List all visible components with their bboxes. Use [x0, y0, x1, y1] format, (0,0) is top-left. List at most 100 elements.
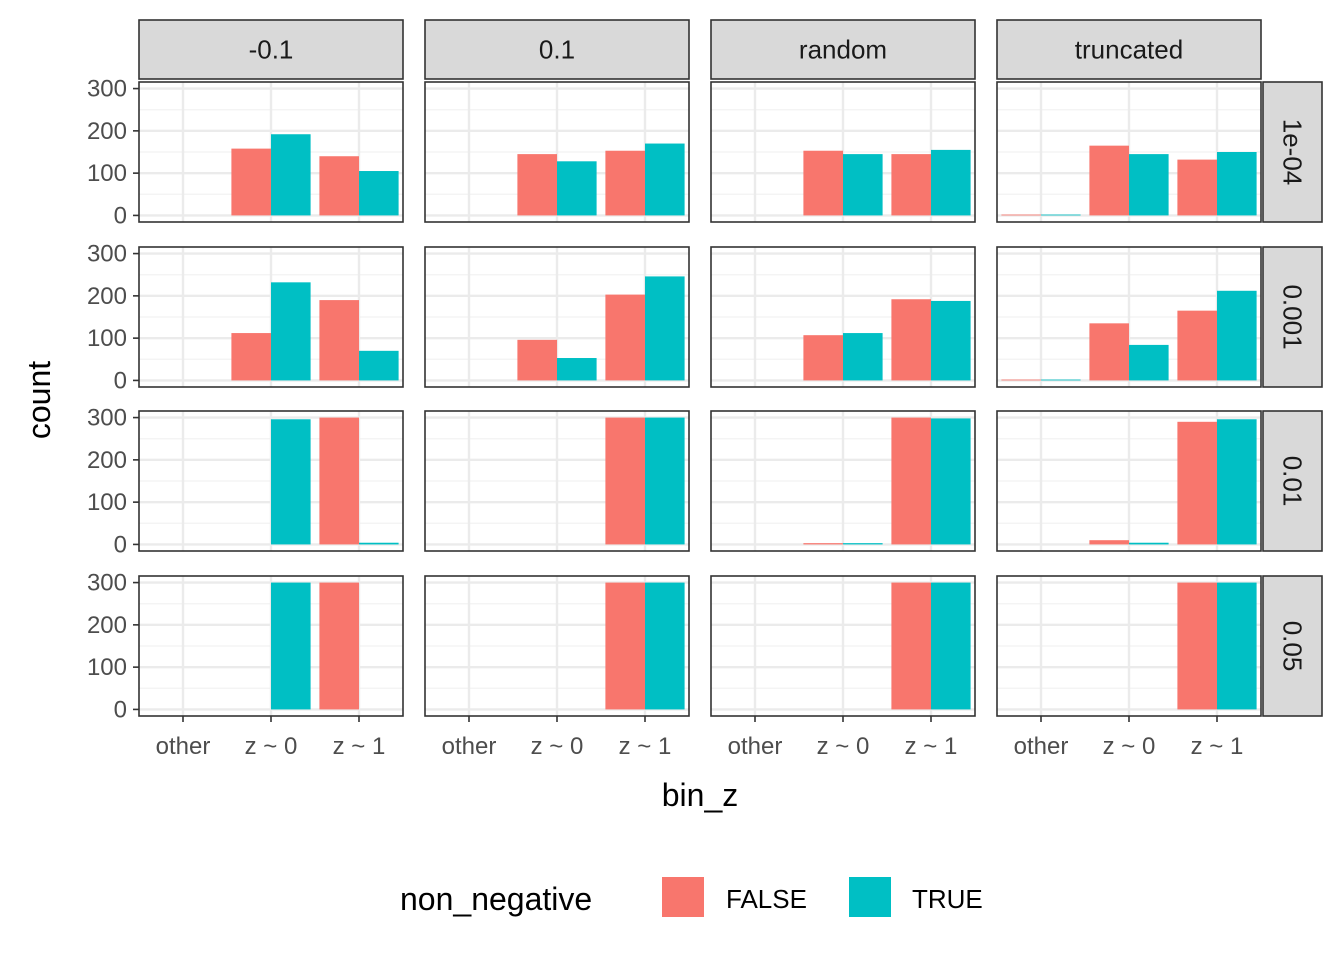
panel-0-2: [710, 81, 976, 223]
column-strips: -0.1 0.1 random truncated: [138, 19, 1262, 80]
y-tick-label: 300: [87, 76, 127, 103]
bar-true: [359, 171, 399, 216]
bar-false: [1001, 214, 1041, 216]
panel-1-2: [710, 246, 976, 388]
column-strip-1: [424, 19, 690, 80]
y-tick-label: 0: [114, 202, 127, 229]
bar-false: [517, 339, 557, 381]
y-tick-label: 100: [87, 654, 127, 681]
bar-false: [803, 150, 843, 216]
bar-true: [645, 276, 685, 381]
panel-2-2: [710, 410, 976, 552]
legend-label-true: TRUE: [912, 884, 983, 914]
x-tick-label: z ~ 0: [531, 733, 584, 760]
row-strip-3: [1262, 575, 1323, 717]
panel-border: [138, 246, 404, 388]
x-axes: other z ~ 0 z ~ 1 other z ~ 0 z ~ 1 other z ~ 0…: [156, 716, 1243, 760]
x-tick-label: other: [442, 733, 497, 760]
bar-false: [891, 417, 931, 545]
panel-border: [424, 246, 690, 388]
legend: non_negative FALSE TRUE: [400, 877, 983, 917]
bar-false: [1089, 540, 1129, 545]
y-tick-label: 0: [114, 531, 127, 558]
bar-true: [1041, 379, 1081, 381]
bar-true: [359, 542, 399, 545]
bar-false: [1089, 145, 1129, 216]
panel-3-1: [424, 575, 690, 717]
bar-true: [557, 161, 597, 216]
legend-title: non_negative: [400, 881, 592, 917]
y-tick-label: 100: [87, 489, 127, 516]
bar-false: [319, 582, 359, 710]
bar-true: [1217, 290, 1257, 381]
panel-1-3: [996, 246, 1262, 388]
panel-2-3: [996, 410, 1262, 552]
x-axis-title: bin_z: [662, 777, 739, 813]
bar-true: [843, 543, 883, 545]
bar-false: [1089, 323, 1129, 381]
panel-0-3: [996, 81, 1262, 223]
panel-border: [996, 410, 1262, 552]
row-strip-label-1: 0.001: [1278, 284, 1308, 349]
column-strip-label-3: truncated: [1075, 35, 1183, 65]
bar-false: [605, 150, 645, 216]
y-tick-label: 0: [114, 696, 127, 723]
bar-true: [557, 358, 597, 381]
panel-border: [138, 81, 404, 223]
legend-key-false: [662, 877, 704, 917]
bar-false: [1177, 310, 1217, 381]
bar-false: [1177, 159, 1217, 216]
bar-false: [605, 294, 645, 381]
panel-border: [710, 410, 976, 552]
bar-false: [891, 582, 931, 710]
panel-border: [996, 246, 1262, 388]
bar-true: [843, 154, 883, 216]
bar-true: [1217, 582, 1257, 710]
panel-border: [710, 81, 976, 223]
column-strip-label-2: random: [799, 35, 887, 65]
y-tick-label: 100: [87, 160, 127, 187]
bar-false: [803, 543, 843, 545]
y-axes: 0 100 200 300 0 100 200 300 0 100 200 300 0 100 200 300: [87, 76, 139, 723]
bar-false: [605, 582, 645, 710]
bar-false: [319, 417, 359, 545]
x-tick-label: other: [728, 733, 783, 760]
legend-label-false: FALSE: [726, 884, 807, 914]
y-tick-label: 200: [87, 612, 127, 639]
panel-0-0: [138, 81, 404, 223]
y-tick-label: 200: [87, 118, 127, 145]
y-tick-label: 200: [87, 447, 127, 474]
panel-3-3: [996, 575, 1262, 717]
bar-false: [891, 299, 931, 381]
bar-false: [517, 154, 557, 216]
bar-true: [1041, 214, 1081, 216]
y-tick-label: 0: [114, 367, 127, 394]
x-tick-label: other: [1014, 733, 1069, 760]
bar-true: [645, 417, 685, 545]
bar-true: [645, 582, 685, 710]
x-tick-label: z ~ 0: [817, 733, 870, 760]
bar-false: [605, 417, 645, 545]
bar-true: [1129, 344, 1169, 381]
panel-1-1: [424, 246, 690, 388]
bar-true: [1129, 154, 1169, 216]
panel-border: [424, 81, 690, 223]
y-tick-label: 100: [87, 325, 127, 352]
panel-1-0: [138, 246, 404, 388]
bar-false: [319, 156, 359, 216]
column-strip-0: [138, 19, 404, 80]
panel-3-2: [710, 575, 976, 717]
legend-key-true: [849, 877, 891, 917]
bar-true: [359, 350, 399, 381]
bar-false: [1177, 421, 1217, 545]
column-strip-label-1: 0.1: [539, 35, 575, 65]
panel-border: [710, 246, 976, 388]
y-tick-label: 300: [87, 241, 127, 268]
y-tick-label: 200: [87, 283, 127, 310]
x-tick-label: z ~ 1: [333, 733, 386, 760]
panel-border: [424, 410, 690, 552]
row-strip-label-3: 0.05: [1278, 621, 1308, 672]
column-strip-2: [710, 19, 976, 80]
bar-false: [803, 335, 843, 381]
